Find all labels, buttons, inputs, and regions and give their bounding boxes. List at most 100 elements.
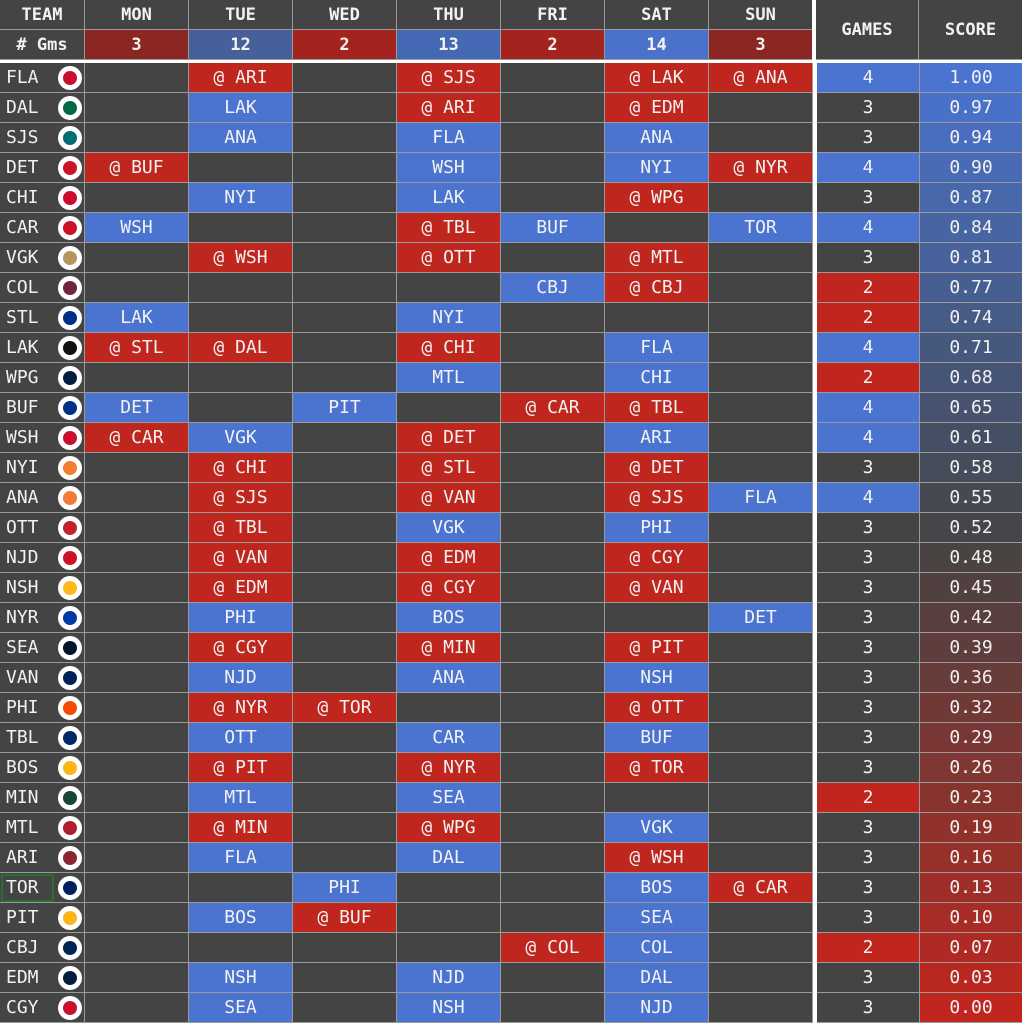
team-name[interactable]: CGY xyxy=(0,993,55,1023)
game-cell[interactable]: PHI xyxy=(293,873,397,903)
game-cell[interactable]: @ MTL xyxy=(605,243,709,273)
game-cell[interactable]: LAK xyxy=(85,303,189,333)
game-cell[interactable]: @ NYR xyxy=(397,753,501,783)
game-cell[interactable]: NSH xyxy=(189,963,293,993)
game-cell[interactable]: @ EDM xyxy=(605,93,709,123)
team-name[interactable]: EDM xyxy=(0,963,55,993)
game-cell[interactable]: WSH xyxy=(85,213,189,243)
game-cell[interactable]: NJD xyxy=(605,993,709,1023)
header-day-mon[interactable]: MON xyxy=(85,0,189,30)
team-name[interactable]: CHI xyxy=(0,183,55,213)
game-cell[interactable]: @ TBL xyxy=(397,213,501,243)
game-cell[interactable]: @ EDM xyxy=(397,543,501,573)
game-cell[interactable]: @ BUF xyxy=(85,153,189,183)
header-score[interactable]: SCORE xyxy=(919,0,1022,60)
header-day-sat[interactable]: SAT xyxy=(605,0,709,30)
game-cell[interactable]: SEA xyxy=(605,903,709,933)
game-cell[interactable]: NJD xyxy=(189,663,293,693)
team-name[interactable]: NYI xyxy=(0,453,55,483)
game-cell[interactable]: @ CBJ xyxy=(605,273,709,303)
team-name[interactable]: NJD xyxy=(0,543,55,573)
game-cell[interactable]: NYI xyxy=(189,183,293,213)
game-cell[interactable]: VGK xyxy=(189,423,293,453)
game-cell[interactable]: NSH xyxy=(397,993,501,1023)
game-cell[interactable]: COL xyxy=(605,933,709,963)
game-cell[interactable]: @ WSH xyxy=(189,243,293,273)
team-name[interactable]: MTL xyxy=(0,813,55,843)
game-cell[interactable]: @ CAR xyxy=(85,423,189,453)
game-cell[interactable]: @ WPG xyxy=(605,183,709,213)
game-cell[interactable]: CBJ xyxy=(501,273,605,303)
game-cell[interactable]: NYI xyxy=(397,303,501,333)
game-cell[interactable]: @ TBL xyxy=(605,393,709,423)
game-cell[interactable]: WSH xyxy=(397,153,501,183)
game-cell[interactable]: @ OTT xyxy=(397,243,501,273)
team-name[interactable]: DET xyxy=(0,153,55,183)
header-day-wed[interactable]: WED xyxy=(293,0,397,30)
team-name[interactable]: STL xyxy=(0,303,55,333)
game-cell[interactable]: @ VAN xyxy=(189,543,293,573)
team-name[interactable]: WSH xyxy=(0,423,55,453)
game-cell[interactable]: BOS xyxy=(605,873,709,903)
game-cell[interactable]: @ SJS xyxy=(189,483,293,513)
game-cell[interactable]: @ MIN xyxy=(397,633,501,663)
game-cell[interactable]: @ MIN xyxy=(189,813,293,843)
game-cell[interactable]: DAL xyxy=(605,963,709,993)
game-cell[interactable]: @ LAK xyxy=(605,63,709,93)
game-cell[interactable]: @ ANA xyxy=(709,63,813,93)
header-day-tue[interactable]: TUE xyxy=(189,0,293,30)
game-cell[interactable]: @ COL xyxy=(501,933,605,963)
game-cell[interactable]: MTL xyxy=(397,363,501,393)
game-cell[interactable]: @ OTT xyxy=(605,693,709,723)
game-cell[interactable]: @ WPG xyxy=(397,813,501,843)
team-name[interactable]: TOR xyxy=(0,873,55,903)
team-name[interactable]: NYR xyxy=(0,603,55,633)
game-cell[interactable]: @ CGY xyxy=(189,633,293,663)
team-name[interactable]: TBL xyxy=(0,723,55,753)
game-cell[interactable]: @ NYR xyxy=(709,153,813,183)
team-name[interactable]: CAR xyxy=(0,213,55,243)
game-cell[interactable]: SEA xyxy=(397,783,501,813)
header-day-sun[interactable]: SUN xyxy=(709,0,813,30)
game-cell[interactable]: FLA xyxy=(709,483,813,513)
team-name[interactable]: VGK xyxy=(0,243,55,273)
game-cell[interactable]: @ ARI xyxy=(189,63,293,93)
team-name[interactable]: BUF xyxy=(0,393,55,423)
game-cell[interactable]: @ DET xyxy=(397,423,501,453)
game-cell[interactable]: @ WSH xyxy=(605,843,709,873)
game-cell[interactable]: @ TOR xyxy=(605,753,709,783)
team-name[interactable]: VAN xyxy=(0,663,55,693)
game-cell[interactable]: @ DAL xyxy=(189,333,293,363)
team-name[interactable]: LAK xyxy=(0,333,55,363)
header-games[interactable]: GAMES xyxy=(816,0,919,60)
game-cell[interactable]: @ STL xyxy=(85,333,189,363)
game-cell[interactable]: ANA xyxy=(189,123,293,153)
team-name[interactable]: ANA xyxy=(0,483,55,513)
game-cell[interactable]: BUF xyxy=(501,213,605,243)
game-cell[interactable]: @ SJS xyxy=(605,483,709,513)
game-cell[interactable]: @ SJS xyxy=(397,63,501,93)
team-name[interactable]: FLA xyxy=(0,63,55,93)
team-name[interactable]: WPG xyxy=(0,363,55,393)
game-cell[interactable]: @ VAN xyxy=(397,483,501,513)
game-cell[interactable]: @ CAR xyxy=(709,873,813,903)
game-cell[interactable]: PIT xyxy=(293,393,397,423)
game-cell[interactable]: FLA xyxy=(605,333,709,363)
team-name[interactable]: NSH xyxy=(0,573,55,603)
game-cell[interactable]: TOR xyxy=(709,213,813,243)
game-cell[interactable]: SEA xyxy=(189,993,293,1023)
team-name[interactable]: ARI xyxy=(0,843,55,873)
game-cell[interactable]: VGK xyxy=(605,813,709,843)
team-name[interactable]: SJS xyxy=(0,123,55,153)
header-team[interactable]: TEAM xyxy=(0,0,85,30)
game-cell[interactable]: @ NYR xyxy=(189,693,293,723)
game-cell[interactable]: CHI xyxy=(605,363,709,393)
game-cell[interactable]: @ ARI xyxy=(397,93,501,123)
game-cell[interactable]: NJD xyxy=(397,963,501,993)
game-cell[interactable]: FLA xyxy=(189,843,293,873)
game-cell[interactable]: LAK xyxy=(189,93,293,123)
game-cell[interactable]: ARI xyxy=(605,423,709,453)
header-day-fri[interactable]: FRI xyxy=(501,0,605,30)
game-cell[interactable]: ANA xyxy=(605,123,709,153)
team-name[interactable]: OTT xyxy=(0,513,55,543)
